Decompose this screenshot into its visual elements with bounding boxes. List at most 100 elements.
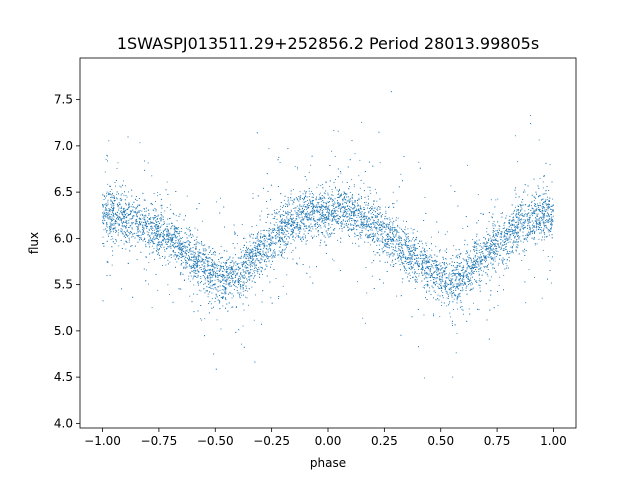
data-point: [471, 273, 473, 275]
data-point: [413, 229, 415, 230]
data-point: [146, 220, 148, 222]
data-point: [161, 224, 163, 226]
data-point: [109, 226, 111, 228]
data-point: [261, 255, 262, 257]
data-point: [516, 221, 517, 223]
data-point: [469, 272, 471, 274]
data-point: [222, 296, 224, 297]
data-point: [303, 225, 305, 227]
data-point: [513, 210, 515, 212]
data-point: [223, 296, 225, 298]
data-point: [107, 216, 108, 218]
data-point: [454, 295, 456, 297]
data-point: [435, 245, 437, 247]
data-point: [478, 263, 480, 265]
data-point: [352, 202, 354, 204]
data-point: [370, 192, 372, 194]
data-point: [457, 284, 459, 286]
data-point: [439, 316, 441, 318]
data-point: [153, 193, 155, 194]
data-point: [176, 245, 178, 247]
data-point: [492, 260, 494, 262]
data-point: [550, 225, 552, 227]
data-point: [490, 244, 492, 246]
data-point: [147, 216, 148, 218]
data-point: [520, 226, 522, 228]
data-point: [196, 259, 198, 260]
data-point: [169, 217, 171, 219]
data-point: [527, 227, 528, 229]
data-point: [214, 263, 216, 264]
data-point: [345, 199, 347, 201]
data-point: [499, 225, 501, 227]
data-point: [309, 225, 311, 227]
data-point: [192, 278, 194, 280]
data-point: [509, 253, 511, 255]
data-point: [225, 280, 227, 282]
data-point: [421, 243, 423, 245]
data-point: [141, 210, 143, 212]
data-point: [166, 234, 168, 235]
data-point: [460, 284, 462, 286]
data-point: [112, 229, 114, 231]
data-point: [535, 217, 536, 219]
data-point: [539, 177, 541, 179]
data-point: [331, 150, 333, 152]
data-point: [131, 236, 133, 238]
data-point: [425, 275, 427, 277]
data-point: [458, 285, 460, 287]
data-point: [211, 292, 213, 294]
data-point: [226, 274, 228, 276]
data-point: [500, 213, 502, 214]
data-point: [107, 211, 109, 213]
data-point: [344, 201, 346, 203]
data-point: [243, 309, 245, 311]
data-point: [552, 220, 554, 222]
data-point: [544, 207, 546, 209]
data-point: [263, 243, 265, 245]
data-point: [552, 256, 553, 258]
data-point: [486, 231, 488, 233]
data-point: [308, 230, 310, 232]
data-point: [194, 253, 196, 255]
data-point: [160, 212, 162, 213]
data-point: [546, 221, 547, 223]
data-point: [240, 278, 242, 280]
data-point: [402, 262, 404, 264]
data-point: [121, 198, 123, 200]
data-point: [529, 232, 531, 234]
data-point: [203, 272, 205, 274]
data-point: [325, 217, 327, 219]
data-point: [479, 278, 481, 280]
data-point: [376, 214, 378, 216]
data-point: [201, 264, 203, 266]
data-point: [358, 225, 360, 227]
data-point: [528, 208, 530, 210]
data-point: [432, 277, 434, 279]
data-point: [310, 203, 312, 205]
data-point: [392, 265, 394, 267]
data-point: [382, 242, 384, 243]
data-point: [333, 212, 335, 214]
data-point: [481, 256, 482, 258]
data-point: [226, 263, 227, 264]
data-point: [186, 195, 188, 197]
data-point: [346, 196, 348, 198]
data-point: [344, 211, 346, 213]
data-point: [353, 215, 355, 217]
data-point: [416, 230, 418, 232]
data-point: [468, 308, 470, 310]
data-point: [346, 213, 348, 215]
data-point: [455, 287, 457, 289]
data-point: [467, 278, 469, 280]
data-point: [255, 237, 257, 239]
data-point: [118, 213, 120, 215]
data-point: [517, 226, 518, 228]
data-point: [381, 231, 383, 233]
data-point: [220, 266, 222, 268]
data-point: [178, 288, 180, 290]
data-point: [432, 277, 434, 279]
data-point: [155, 228, 157, 230]
data-point: [542, 249, 544, 251]
data-point: [511, 220, 513, 222]
